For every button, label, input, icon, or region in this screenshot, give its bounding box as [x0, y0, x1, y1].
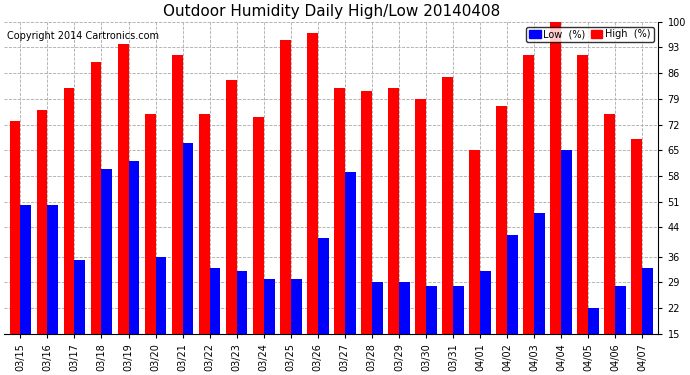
- Bar: [631, 139, 642, 334]
- Bar: [523, 55, 534, 334]
- Bar: [237, 272, 248, 334]
- Bar: [399, 282, 410, 334]
- Bar: [290, 279, 302, 334]
- Bar: [155, 257, 166, 334]
- Text: Copyright 2014 Cartronics.com: Copyright 2014 Cartronics.com: [8, 31, 159, 41]
- Bar: [551, 22, 561, 334]
- Bar: [642, 268, 653, 334]
- Bar: [361, 92, 372, 334]
- Bar: [345, 172, 355, 334]
- Bar: [480, 272, 491, 334]
- Bar: [48, 205, 58, 334]
- Bar: [118, 44, 128, 334]
- Bar: [334, 88, 345, 334]
- Bar: [415, 99, 426, 334]
- Bar: [199, 114, 210, 334]
- Bar: [128, 161, 139, 334]
- Bar: [37, 110, 48, 334]
- Legend: Low  (%), High  (%): Low (%), High (%): [526, 27, 653, 42]
- Bar: [588, 308, 599, 334]
- Bar: [253, 117, 264, 334]
- Bar: [561, 150, 572, 334]
- Bar: [469, 150, 480, 334]
- Bar: [21, 205, 31, 334]
- Bar: [264, 279, 275, 334]
- Bar: [307, 33, 318, 334]
- Bar: [280, 40, 290, 334]
- Bar: [226, 81, 237, 334]
- Bar: [426, 286, 437, 334]
- Bar: [372, 282, 383, 334]
- Bar: [210, 268, 220, 334]
- Bar: [101, 169, 112, 334]
- Bar: [615, 286, 626, 334]
- Bar: [318, 238, 328, 334]
- Bar: [578, 55, 588, 334]
- Bar: [442, 77, 453, 334]
- Bar: [172, 55, 183, 334]
- Bar: [10, 121, 21, 334]
- Bar: [75, 260, 86, 334]
- Bar: [507, 235, 518, 334]
- Bar: [145, 114, 155, 334]
- Bar: [604, 114, 615, 334]
- Bar: [388, 88, 399, 334]
- Bar: [534, 213, 545, 334]
- Bar: [63, 88, 75, 334]
- Bar: [90, 62, 101, 334]
- Title: Outdoor Humidity Daily High/Low 20140408: Outdoor Humidity Daily High/Low 20140408: [163, 4, 500, 19]
- Bar: [183, 143, 193, 334]
- Bar: [496, 106, 507, 334]
- Bar: [453, 286, 464, 334]
